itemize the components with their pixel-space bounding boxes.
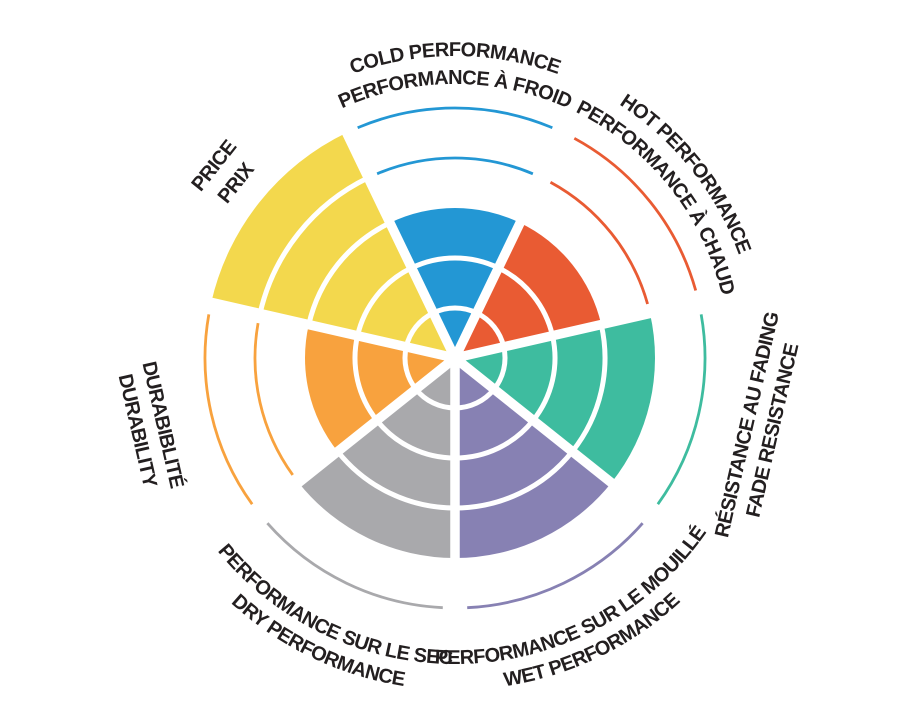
sector-dry-performance-ring-separator: [335, 449, 456, 511]
sector-divider: [204, 296, 457, 363]
sector-durability-fill: [305, 324, 455, 452]
sector-divider: [452, 354, 659, 522]
sector-divider: [251, 354, 458, 522]
sector-dry-performance-level-5-outline-arc: [266, 522, 443, 610]
sector-price-ring-separator: [257, 175, 370, 315]
sector-durability-level-4-outline-arc: [253, 322, 294, 476]
sector-cold-performance-fill: [389, 207, 521, 358]
sector-dry-performance-ring-separator: [374, 418, 456, 461]
sector-fade-resistance-level-5-outline-arc: [656, 314, 707, 505]
sector-hot-performance-ring-separator: [497, 265, 555, 337]
sector-divider: [339, 125, 460, 361]
sector-fade-resistance-ring-separator: [570, 324, 608, 454]
sector-fade-resistance-ring-separator: [531, 335, 558, 422]
sector-wet-performance-ring-separator: [454, 449, 575, 511]
sector-divider: [453, 296, 706, 363]
sector-wet-performance-fill: [455, 358, 612, 558]
sector-wet-performance-level-5-outline-arc: [467, 522, 644, 610]
sector-price-ring-separator: [355, 265, 413, 337]
sector-hot-performance-level-4-outline-arc: [549, 181, 649, 305]
sector-durability-level-5-outline-arc: [203, 314, 254, 505]
sector-cold-performance-level-4-outline-arc: [376, 156, 534, 176]
sector-dry-performance-fill: [298, 358, 455, 558]
sector-price-fill: [211, 132, 455, 358]
sector-wet-performance-ring-separator: [454, 418, 536, 461]
sector-divider: [450, 125, 571, 361]
sector-price-ring-separator: [306, 220, 392, 326]
sector-durability-ring-separator: [352, 335, 379, 422]
sector-cold-performance-level-5-outline-arc: [357, 106, 553, 130]
sector-cold-performance-ring-separator: [410, 255, 500, 271]
sector-hot-performance-level-5-outline-arc: [573, 137, 698, 291]
